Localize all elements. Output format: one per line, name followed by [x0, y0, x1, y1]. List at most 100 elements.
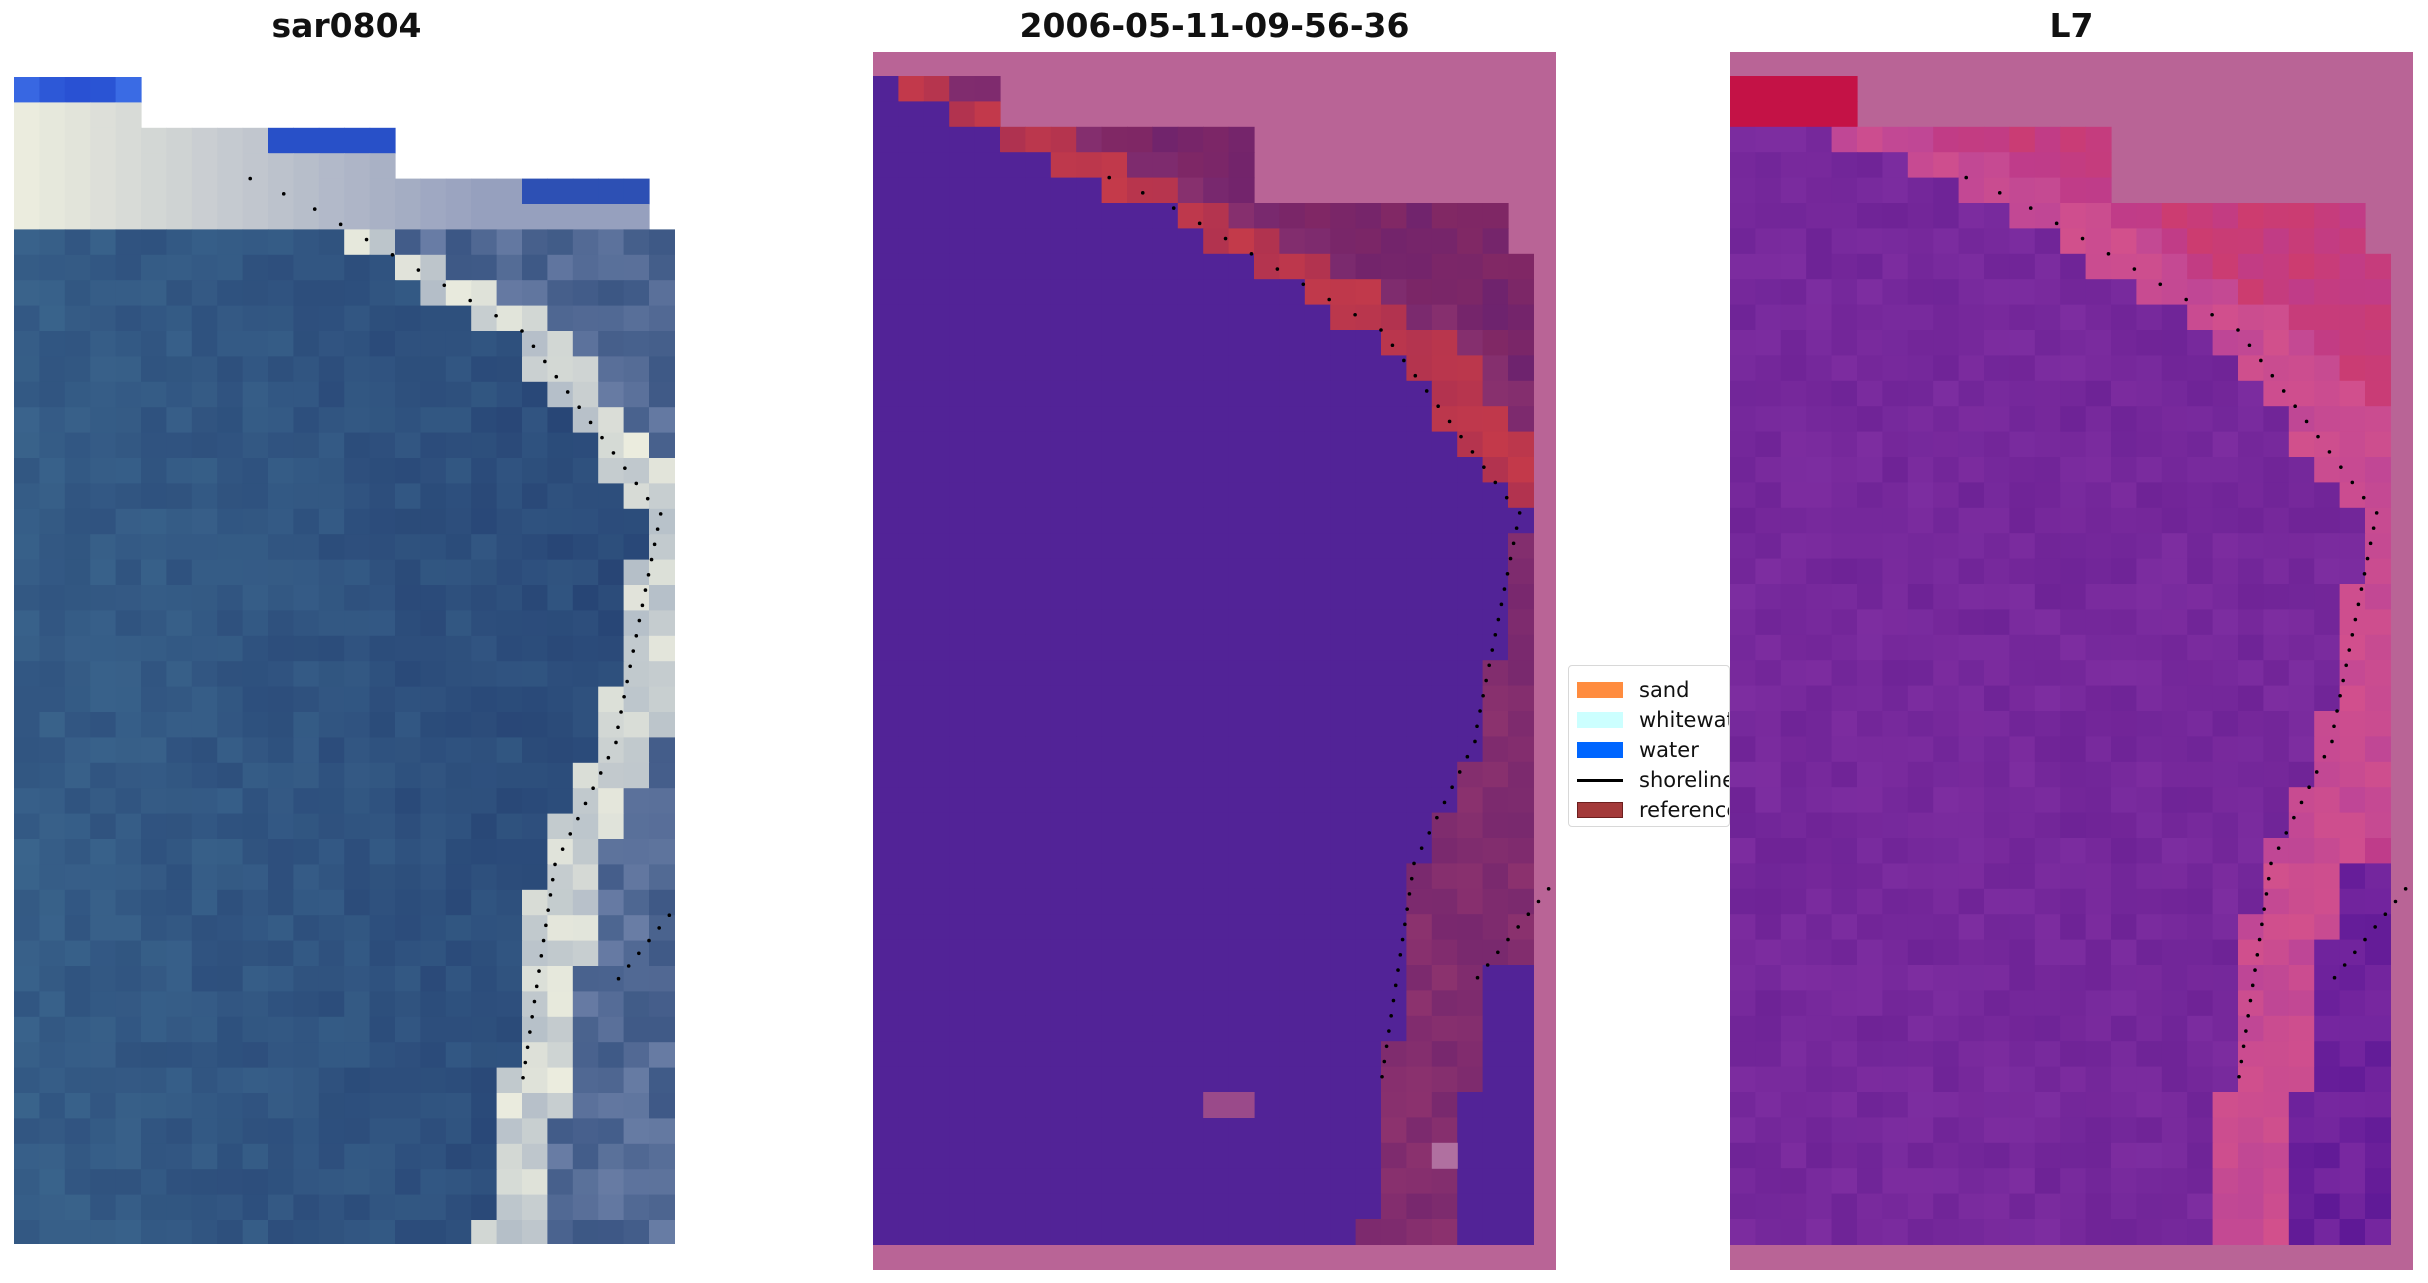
rgb-pixel: [471, 585, 498, 611]
rgb-pixel: [445, 1194, 472, 1221]
index-pixel: [2339, 914, 2366, 941]
class-pixel: [1177, 863, 1204, 890]
rgb-pixel: [445, 940, 472, 967]
rgb-pixel: [445, 1220, 472, 1244]
rgb-pixel: [369, 178, 396, 205]
rgb-pixel: [369, 305, 396, 332]
rgb-pixel: [14, 661, 40, 688]
class-pixel: [1330, 838, 1357, 864]
index-pixel: [2161, 1219, 2188, 1245]
index-pixel: [2009, 1066, 2036, 1093]
rgb-pixel: [395, 762, 421, 789]
class-pixel: [1508, 406, 1534, 433]
index-pixel: [2060, 1219, 2087, 1245]
rgb-pixel: [623, 178, 650, 205]
index-pixel: [2288, 304, 2315, 331]
rgb-pixel: [39, 331, 66, 357]
class-pixel: [1381, 203, 1407, 229]
index-pixel: [1907, 1117, 1934, 1144]
class-pixel: [1406, 355, 1433, 382]
class-pixel: [873, 1193, 899, 1220]
index-pixel: [2314, 330, 2341, 356]
rgb-pixel: [217, 305, 244, 332]
rgb-pixel: [649, 864, 675, 891]
index-pixel: [1806, 355, 1833, 382]
index-pixel: [1933, 914, 1960, 941]
shoreline-dot: [1384, 1044, 1389, 1049]
class-pixel: [873, 101, 899, 128]
index-pixel: [1882, 1092, 1909, 1118]
rgb-pixel: [141, 508, 167, 535]
rgb-pixel: [445, 1042, 472, 1069]
rgb-pixel: [572, 585, 599, 611]
index-pixel: [2365, 355, 2391, 382]
class-pixel: [1228, 863, 1255, 890]
class-pixel: [873, 660, 899, 687]
rgb-pixel: [90, 737, 117, 764]
rgb-pixel: [522, 381, 548, 408]
rgb-pixel: [14, 508, 40, 535]
class-pixel: [1228, 660, 1255, 687]
class-pixel: [1279, 507, 1306, 534]
rgb-pixel: [14, 940, 40, 967]
class-pixel: [974, 787, 1001, 814]
class-pixel: [1254, 304, 1280, 331]
class-pixel: [1203, 584, 1230, 610]
index-pixel: [2288, 685, 2315, 712]
shoreline-dot: [583, 801, 588, 806]
index-pixel: [1933, 1219, 1960, 1245]
class-pixel: [873, 152, 899, 179]
rgb-pixel: [445, 610, 472, 637]
class-pixel: [1304, 965, 1331, 991]
class-pixel: [1304, 939, 1331, 966]
index-pixel: [1806, 1142, 1833, 1169]
index-pixel: [2136, 482, 2163, 509]
class-pixel: [1101, 457, 1128, 483]
index-pixel: [1984, 1015, 2010, 1042]
class-pixel: [1228, 482, 1255, 509]
class-pixel: [1025, 1015, 1052, 1042]
index-pixel: [1984, 507, 2010, 534]
index-pixel: [1984, 1193, 2010, 1220]
rgb-pixel: [547, 864, 574, 891]
index-pixel: [1780, 812, 1807, 839]
class-pixel: [1431, 533, 1458, 560]
index-pixel: [2288, 1117, 2315, 1144]
class-pixel: [898, 634, 925, 661]
rgb-pixel: [649, 839, 675, 865]
index-pixel: [1730, 1015, 1756, 1042]
class-pixel: [1050, 1193, 1077, 1220]
shoreline-dot: [1140, 191, 1145, 195]
rgb-pixel: [39, 864, 66, 891]
index-pixel: [2238, 609, 2264, 636]
class-pixel: [1177, 736, 1204, 763]
index-pixel: [2034, 482, 2061, 509]
class-pixel: [1203, 787, 1230, 814]
class-pixel: [1000, 177, 1026, 204]
index-pixel: [1882, 228, 1909, 255]
rgb-pixel: [90, 1093, 117, 1119]
index-pixel: [1907, 507, 1934, 534]
index-pixel: [1780, 761, 1807, 788]
index-pixel: [1780, 939, 1807, 966]
class-pixel: [1152, 1041, 1179, 1068]
index-pixel: [1755, 990, 1782, 1017]
rgb-pixel: [191, 483, 218, 510]
rgb-pixel: [166, 585, 193, 611]
class-pixel: [1431, 711, 1458, 737]
rgb-pixel: [293, 483, 320, 510]
shoreline-dot: [550, 877, 555, 882]
rgb-pixel: [166, 1220, 193, 1244]
rgb-pixel: [242, 305, 269, 332]
class-pixel: [1406, 1219, 1433, 1245]
class-pixel: [1025, 1219, 1052, 1245]
rgb-pixel: [369, 864, 396, 891]
rgb-image: [14, 77, 675, 1244]
rgb-pixel: [166, 204, 193, 230]
class-pixel: [949, 711, 976, 737]
index-pixel: [2365, 1142, 2391, 1169]
index-pixel: [1780, 380, 1807, 407]
rgb-pixel: [522, 686, 548, 713]
class-pixel: [974, 584, 1001, 610]
index-pixel: [2212, 253, 2239, 280]
